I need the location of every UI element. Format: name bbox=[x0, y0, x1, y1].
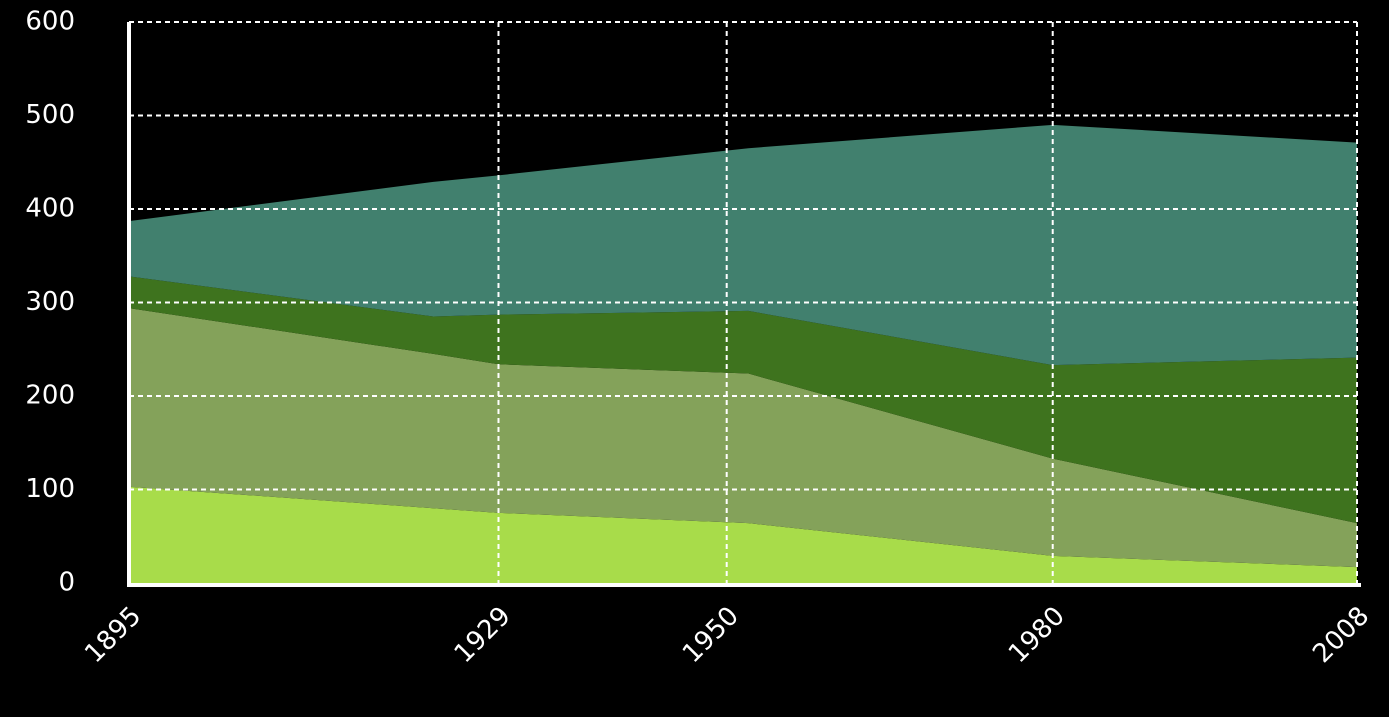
area bbox=[129, 486, 1357, 583]
y-tick-label: 600 bbox=[25, 7, 75, 37]
x-tick-label: 1895 bbox=[79, 601, 147, 669]
area bbox=[129, 124, 1357, 366]
y-tick-label: 500 bbox=[25, 100, 75, 130]
y-tick-label: 300 bbox=[25, 287, 75, 317]
x-tick-label: 1950 bbox=[677, 601, 745, 669]
area bbox=[129, 276, 1357, 524]
area bbox=[129, 308, 1357, 568]
y-tick-label: 400 bbox=[25, 194, 75, 224]
x-tick-label: 1980 bbox=[1003, 601, 1071, 669]
y-tick-label: 0 bbox=[58, 568, 75, 598]
y-tick-label: 200 bbox=[25, 381, 75, 411]
x-tick-label: 2008 bbox=[1307, 601, 1375, 669]
x-tick-label: 1929 bbox=[449, 601, 517, 669]
y-tick-label: 100 bbox=[25, 474, 75, 504]
